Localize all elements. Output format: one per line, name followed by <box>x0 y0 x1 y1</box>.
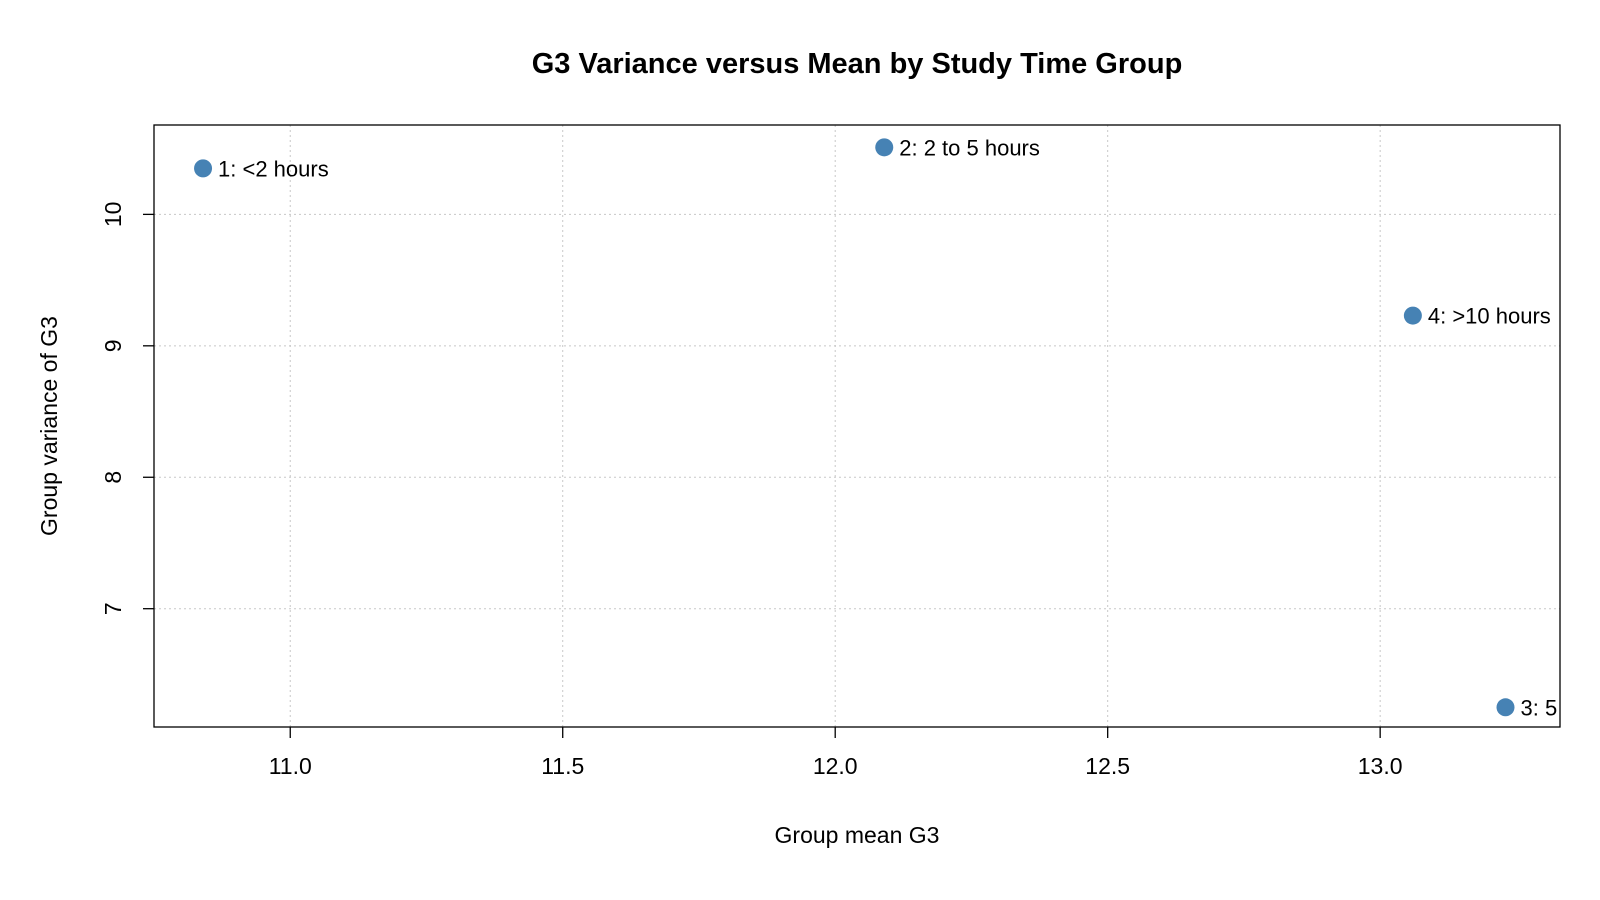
plot-frame <box>153 124 1561 728</box>
data-point <box>1403 306 1422 325</box>
data-point-label: 3: 5 <box>1521 695 1558 720</box>
y-tick-label: 9 <box>100 339 126 352</box>
data-point <box>875 138 894 157</box>
x-tick-label: 12.0 <box>813 753 858 779</box>
x-tick-label: 13.0 <box>1358 753 1403 779</box>
x-tick-label: 11.0 <box>269 753 312 779</box>
y-axis: 7 8 9 10 <box>100 202 154 615</box>
data-point-group: 3: 5 <box>1496 695 1558 720</box>
data-point-group: 2: 2 to 5 hours <box>875 135 1040 160</box>
data-point <box>1496 698 1515 717</box>
data-point-label: 1: <2 hours <box>218 156 329 181</box>
chart-title: G3 Variance versus Mean by Study Time Gr… <box>532 48 1183 80</box>
y-axis-label: Group variance of G3 <box>36 316 62 536</box>
x-tick-label: 12.5 <box>1085 753 1130 779</box>
data-point-label: 2: 2 to 5 hours <box>899 135 1040 160</box>
data-point <box>194 159 213 178</box>
data-point-group: 4: >10 hours <box>1403 304 1551 329</box>
x-axis-label: Group mean G3 <box>775 822 940 848</box>
x-tick-label: 11.5 <box>541 753 584 779</box>
y-tick-label: 10 <box>100 202 126 228</box>
y-tick-label: 8 <box>100 471 126 484</box>
data-point-group: 1: <2 hours <box>194 156 329 181</box>
x-axis: 11.0 11.5 12.0 12.5 13.0 <box>269 727 1403 779</box>
data-point-label: 4: >10 hours <box>1428 304 1551 329</box>
points-layer: 1: <2 hours 2: 2 to 5 hours 4: >10 hours 3:… <box>194 135 1557 720</box>
grid <box>154 125 1560 727</box>
y-tick-label: 7 <box>100 602 126 615</box>
